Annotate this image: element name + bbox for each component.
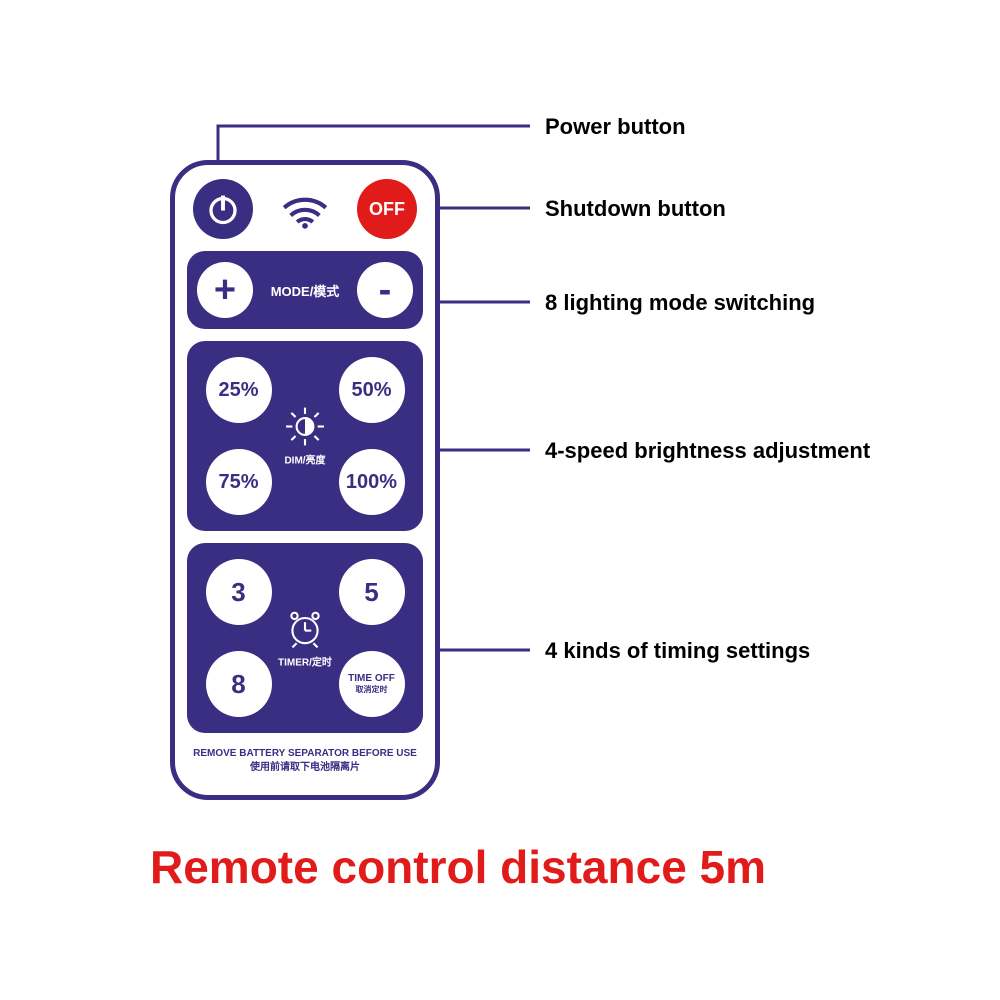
bottom-caption: Remote control distance 5m <box>150 840 950 894</box>
brightness-panel: 25% 50% 75% 100% <box>187 341 423 531</box>
timeoff-line1: TIME OFF <box>348 673 395 685</box>
mode-plus-button[interactable]: + <box>197 262 253 318</box>
brightness-center: DIM/亮度 <box>270 406 340 467</box>
timer-3-button[interactable]: 3 <box>206 559 272 625</box>
mode-minus-button[interactable]: - <box>357 262 413 318</box>
remote-body: OFF + MODE/模式 - 25% 50% 75% 100% <box>170 160 440 800</box>
mode-label: MODE/模式 <box>253 281 357 300</box>
clock-icon <box>284 608 326 650</box>
callout-shutdown: Shutdown button <box>545 196 726 222</box>
callout-mode: 8 lighting mode switching <box>545 290 815 316</box>
timer-off-button[interactable]: TIME OFF 取消定时 <box>339 651 405 717</box>
off-button[interactable]: OFF <box>357 179 417 239</box>
timer-panel: 3 5 8 TIME OFF 取消定时 <box>187 543 423 733</box>
top-row: OFF <box>187 179 423 239</box>
timeoff-line2: 取消定时 <box>356 685 388 695</box>
footnote-line2: 使用前请取下电池隔离片 <box>187 761 423 775</box>
timer-label: TIMER/定时 <box>270 654 340 669</box>
callout-timer: 4 kinds of timing settings <box>545 638 810 664</box>
power-icon <box>205 191 241 227</box>
brightness-100-button[interactable]: 100% <box>339 449 405 515</box>
timer-5-button[interactable]: 5 <box>339 559 405 625</box>
brightness-75-button[interactable]: 75% <box>206 449 272 515</box>
sun-icon <box>284 406 326 448</box>
signal-icon <box>275 179 335 239</box>
timer-center: TIMER/定时 <box>270 608 340 669</box>
dim-label: DIM/亮度 <box>270 452 340 467</box>
timer-8-button[interactable]: 8 <box>206 651 272 717</box>
power-button[interactable] <box>193 179 253 239</box>
brightness-50-button[interactable]: 50% <box>339 357 405 423</box>
callout-power: Power button <box>545 114 686 140</box>
footnote: REMOVE BATTERY SEPARATOR BEFORE USE 使用前请… <box>187 747 423 775</box>
diagram-canvas: Power button Shutdown button 8 lighting … <box>0 0 1000 1000</box>
brightness-25-button[interactable]: 25% <box>206 357 272 423</box>
callout-brightness: 4-speed brightness adjustment <box>545 438 870 464</box>
footnote-line1: REMOVE BATTERY SEPARATOR BEFORE USE <box>187 747 423 761</box>
mode-panel: + MODE/模式 - <box>187 251 423 329</box>
